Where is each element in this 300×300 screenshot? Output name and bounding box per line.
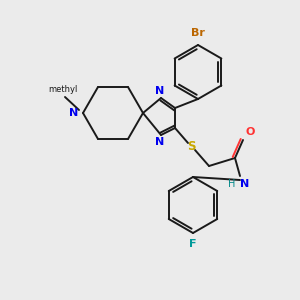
Text: N: N: [155, 86, 165, 96]
Text: O: O: [245, 127, 254, 137]
Text: S: S: [187, 140, 195, 152]
Text: methyl: methyl: [48, 85, 78, 94]
Text: F: F: [189, 239, 197, 249]
Text: N: N: [155, 137, 165, 147]
Text: Br: Br: [191, 28, 205, 38]
Text: H: H: [228, 179, 235, 189]
Text: N: N: [69, 108, 78, 118]
Text: N: N: [240, 179, 249, 189]
